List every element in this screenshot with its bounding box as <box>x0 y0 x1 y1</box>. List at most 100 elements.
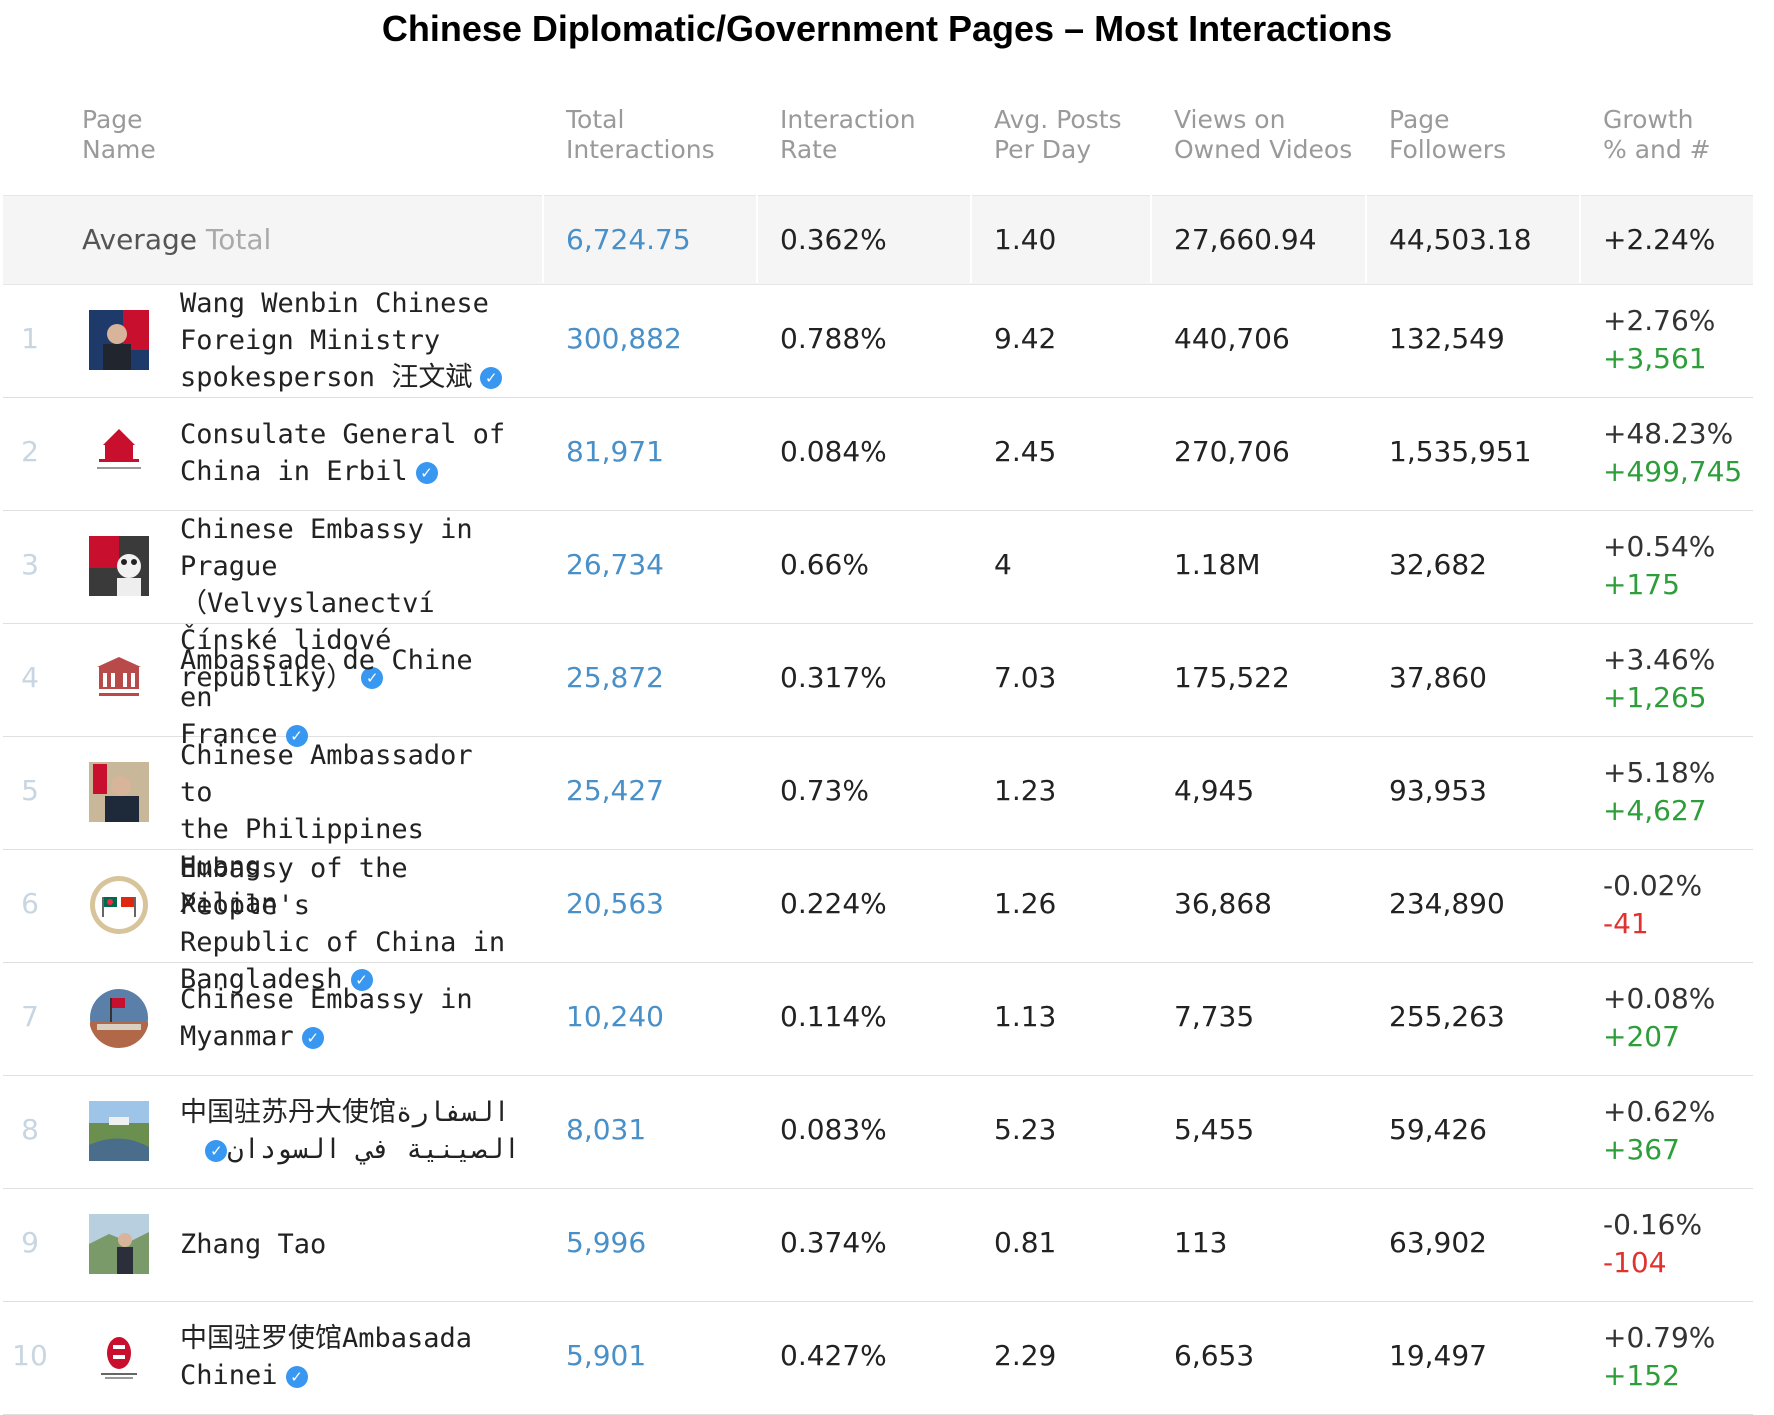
page-name-link[interactable]: Chinese Embassy in Prague （Velvyslanectví… <box>180 511 520 696</box>
row-rank: 8 <box>21 1113 39 1146</box>
views-on-owned-videos: 440,706 <box>1174 322 1290 355</box>
average-label: Average Total <box>82 223 272 256</box>
page-name-line: Chinese Embassy in <box>180 984 473 1015</box>
average-total-interactions: 6,724.75 <box>566 223 691 256</box>
page-name-line: the Philippines Huang <box>180 813 424 882</box>
interaction-rate: 0.114% <box>780 1000 887 1033</box>
table-row[interactable] <box>3 284 1753 398</box>
total-interactions[interactable]: 81,971 <box>566 435 664 468</box>
page-name-link[interactable]: Zhang Tao <box>180 1226 520 1263</box>
total-interactions[interactable]: 10,240 <box>566 1000 664 1033</box>
page-avatar[interactable] <box>89 1214 149 1274</box>
views-on-owned-videos: 1.18M <box>1174 548 1261 581</box>
table-row[interactable] <box>3 623 1753 737</box>
page-avatar[interactable] <box>89 762 149 822</box>
avg-posts-per-day: 5.23 <box>994 1113 1057 1146</box>
page-name-link[interactable]: 中国驻罗使馆Ambasada Chinei ✓ <box>180 1320 520 1394</box>
page-name-link[interactable]: Consulate General of China in Erbil ✓ <box>180 416 520 490</box>
page-name-link[interactable]: Chinese Embassy in Myanmar ✓ <box>180 981 520 1055</box>
growth-cell: +0.79% +152 <box>1603 1319 1715 1395</box>
total-interactions[interactable]: 26,734 <box>566 548 664 581</box>
page-followers: 19,497 <box>1389 1339 1487 1372</box>
table-row[interactable] <box>3 397 1753 511</box>
page-name-link[interactable]: Ambassade de Chine en France ✓ <box>180 642 520 753</box>
avg-separator <box>756 195 758 283</box>
page-followers: 132,549 <box>1389 322 1505 355</box>
page-name-line: France ✓ <box>180 716 520 753</box>
page-name-link[interactable]: Embassy of the People's Republic of China… <box>180 850 520 998</box>
verified-badge-icon: ✓ <box>285 1365 308 1388</box>
growth-number: -41 <box>1603 907 1649 940</box>
avg-posts-per-day: 4 <box>994 548 1012 581</box>
views-on-owned-videos: 270,706 <box>1174 435 1290 468</box>
header-interaction-rate[interactable]: Interaction Rate <box>780 105 916 164</box>
header-page-name[interactable]: Page Name <box>82 105 156 164</box>
total-interactions[interactable]: 5,996 <box>566 1226 647 1259</box>
page-name-line: Republic of China in <box>180 926 506 958</box>
total-interactions[interactable]: 20,563 <box>566 887 664 920</box>
page-name-line: spokesperson 汪文斌 ✓ <box>180 359 520 396</box>
growth-cell: +2.76% +3,561 <box>1603 302 1715 378</box>
table-row[interactable] <box>3 849 1753 963</box>
table-row[interactable] <box>3 510 1753 624</box>
growth-percent: -0.02% <box>1603 869 1703 902</box>
average-growth: +2.24% <box>1603 223 1716 256</box>
growth-percent: +0.08% <box>1603 982 1716 1015</box>
avg-posts-per-day: 9.42 <box>994 322 1057 355</box>
table-row[interactable] <box>3 1075 1753 1189</box>
total-interactions[interactable]: 5,901 <box>566 1339 647 1372</box>
page-name-link[interactable]: Chinese Ambassador to the Philippines Hua… <box>180 737 520 922</box>
page-name-line: Chinei ✓ <box>180 1357 520 1394</box>
header-total-interactions[interactable]: Total Interactions <box>566 105 715 164</box>
views-on-owned-videos: 6,653 <box>1174 1339 1255 1372</box>
avg-posts-per-day: 7.03 <box>994 661 1057 694</box>
page-followers: 59,426 <box>1389 1113 1487 1146</box>
page-avatar[interactable] <box>89 875 149 935</box>
verified-badge-icon: ✓ <box>205 1139 228 1162</box>
average-avg-posts: 1.40 <box>994 223 1057 256</box>
growth-cell: +0.54% +175 <box>1603 528 1715 604</box>
page-followers: 1,535,951 <box>1389 435 1532 468</box>
page-avatar[interactable] <box>89 310 149 370</box>
growth-percent: +48.23% <box>1603 417 1734 450</box>
growth-cell: +0.08% +207 <box>1603 980 1715 1056</box>
total-interactions[interactable]: 25,872 <box>566 661 664 694</box>
growth-number: +367 <box>1603 1133 1680 1166</box>
row-rank: 5 <box>21 774 39 807</box>
growth-number: -104 <box>1603 1246 1667 1279</box>
average-row <box>3 195 1753 285</box>
page-avatar[interactable] <box>89 649 149 709</box>
header-growth[interactable]: Growth% and # <box>1603 105 1711 164</box>
avg-posts-per-day: 1.23 <box>994 774 1057 807</box>
table-row[interactable] <box>3 1188 1753 1302</box>
page-name-line: Čínské lidové republiky） ✓ <box>180 624 392 693</box>
page-avatar[interactable] <box>89 988 149 1048</box>
avg-separator <box>1365 195 1367 283</box>
growth-cell: +48.23% +499,745 <box>1603 415 1742 491</box>
table-row[interactable] <box>3 962 1753 1076</box>
avg-separator <box>970 195 972 283</box>
page-avatar[interactable] <box>89 423 149 483</box>
page-avatar[interactable] <box>89 536 149 596</box>
page-title: Chinese Diplomatic/Government Pages – Mo… <box>381 8 1393 49</box>
page-name-line: Ambassade de Chine en <box>180 645 473 713</box>
page-followers: 32,682 <box>1389 548 1487 581</box>
total-interactions[interactable]: 8,031 <box>566 1113 647 1146</box>
header-views[interactable]: Views on Owned Videos <box>1174 105 1353 164</box>
header-followers[interactable]: Page Followers <box>1389 105 1507 164</box>
page-name-line: الصينية في السودان✓ <box>180 1131 520 1168</box>
total-interactions[interactable]: 300,882 <box>566 322 682 355</box>
total-interactions[interactable]: 25,427 <box>566 774 664 807</box>
page-avatar[interactable] <box>89 1327 149 1387</box>
row-rank: 1 <box>21 322 39 355</box>
average-followers: 44,503.18 <box>1389 223 1532 256</box>
header-avg-posts[interactable]: Avg. Posts Per Day <box>994 105 1122 164</box>
page-name-link[interactable]: Wang Wenbin Chinese Foreign Ministry spoke… <box>180 285 520 396</box>
table-row[interactable] <box>3 736 1753 850</box>
page-followers: 255,263 <box>1389 1000 1505 1033</box>
verified-badge-icon: ✓ <box>285 724 308 747</box>
page-name-link[interactable]: 中国驻苏丹大使馆السفارة الصينية في السودان✓ <box>180 1094 520 1168</box>
growth-percent: +5.18% <box>1603 756 1716 789</box>
page-name-line: Prague （Velvyslanectví <box>180 550 435 619</box>
page-avatar[interactable] <box>89 1101 149 1161</box>
